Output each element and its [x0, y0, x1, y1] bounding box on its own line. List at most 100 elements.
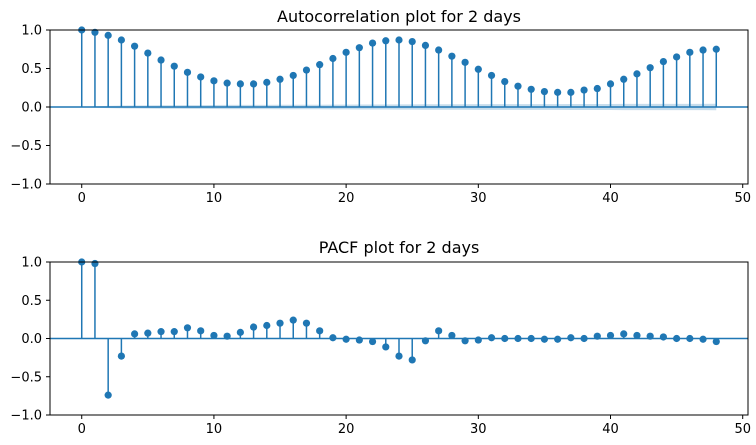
- acf-x-tick-label: 40: [602, 191, 619, 206]
- pacf-marker: [620, 330, 628, 338]
- pacf-marker: [659, 333, 667, 341]
- acf-marker: [673, 53, 681, 61]
- pacf-marker: [131, 330, 139, 338]
- pacf-marker: [223, 332, 231, 340]
- acf-marker: [633, 70, 641, 78]
- pacf-marker: [580, 334, 588, 343]
- pacf-marker: [474, 336, 482, 344]
- acf-marker: [170, 62, 178, 70]
- pacf-marker: [673, 334, 681, 343]
- pacf-x-tick-label: 20: [338, 422, 355, 437]
- pacf-marker: [712, 337, 720, 346]
- pacf-title: PACF plot for 2 days: [319, 238, 480, 257]
- pacf-y-tick-label: −0.5: [10, 370, 42, 385]
- acf-marker: [593, 84, 601, 93]
- acf-marker: [435, 46, 443, 54]
- acf-marker: [686, 48, 694, 56]
- acf-marker: [183, 68, 192, 76]
- acf-marker: [606, 80, 615, 88]
- acf-marker: [659, 57, 667, 66]
- acf-marker: [514, 82, 522, 90]
- acf-marker: [210, 77, 218, 85]
- pacf-marker: [540, 335, 549, 343]
- pacf-marker: [606, 331, 615, 340]
- pacf-panel: PACF plot for 2 days 0 10 20 30 40 50 −1.0 −0.5…: [10, 238, 751, 437]
- pacf-marker: [421, 337, 430, 345]
- pacf-marker: [514, 334, 522, 343]
- acf-marker: [421, 41, 430, 50]
- acf-marker: [91, 28, 99, 36]
- pacf-marker: [368, 337, 377, 346]
- acf-marker: [501, 77, 509, 86]
- pacf-marker: [170, 328, 178, 336]
- acf-marker: [157, 56, 165, 64]
- acf-marker: [117, 36, 125, 44]
- acf-marker: [382, 37, 390, 45]
- acf-x-tick-label: 0: [78, 191, 86, 206]
- pacf-marker: [144, 329, 152, 337]
- acf-marker: [487, 71, 496, 80]
- pacf-x-tick-label: 10: [206, 422, 223, 437]
- pacf-marker: [289, 316, 297, 324]
- acf-y-tick-label: −1.0: [10, 178, 42, 193]
- acf-marker: [131, 42, 139, 50]
- acf-marker: [567, 88, 575, 96]
- acf-marker: [395, 36, 403, 44]
- acf-marker: [302, 66, 311, 74]
- acf-marker: [368, 39, 377, 47]
- pacf-marker: [554, 335, 562, 343]
- pacf-marker: [633, 331, 641, 340]
- pacf-marker: [699, 335, 707, 343]
- pacf-marker: [686, 334, 694, 343]
- pacf-marker: [355, 336, 363, 344]
- acf-marker: [527, 85, 535, 93]
- pacf-y-tick-label: −1.0: [10, 409, 42, 424]
- pacf-y-tick-label: 0.5: [21, 294, 42, 309]
- acf-marker: [461, 58, 469, 66]
- pacf-marker: [263, 321, 271, 330]
- acf-marker: [474, 65, 482, 73]
- acf-marker: [580, 86, 588, 94]
- acf-marker: [620, 75, 628, 83]
- acf-marker: [646, 64, 654, 72]
- acf-x-tick-label: 50: [734, 191, 751, 206]
- pacf-x-tick-label: 0: [78, 422, 86, 437]
- pacf-marker: [210, 331, 218, 340]
- acf-y-tick-label: 1.0: [21, 24, 42, 39]
- pacf-marker: [567, 334, 575, 342]
- acf-marker: [540, 88, 549, 96]
- pacf-x-tick-label: 50: [734, 422, 751, 437]
- pacf-marker: [249, 323, 258, 331]
- acf-x-tick-label: 30: [470, 191, 487, 206]
- acf-marker: [104, 31, 112, 39]
- pacf-marker: [117, 352, 125, 360]
- pacf-marker: [448, 331, 456, 340]
- pacf-marker: [236, 328, 244, 336]
- acf-marker: [197, 73, 205, 81]
- acf-marker: [699, 46, 707, 54]
- pacf-x-tick-label: 30: [470, 422, 487, 437]
- pacf-marker: [435, 327, 443, 335]
- acf-marker: [329, 54, 337, 63]
- acf-y-tick-label: −0.5: [10, 139, 42, 154]
- acf-marker: [276, 75, 284, 83]
- acf-panel: Autocorrelation plot for 2 days 0 10 20 30 4…: [10, 7, 751, 206]
- acf-marker: [223, 79, 231, 87]
- pacf-marker: [342, 335, 350, 343]
- pacf-marker: [395, 352, 403, 360]
- acf-marker: [289, 71, 297, 80]
- pacf-marker: [329, 334, 337, 342]
- pacf-x-tick-label: 40: [602, 422, 619, 437]
- acf-marker: [144, 49, 152, 57]
- pacf-marker: [183, 324, 192, 332]
- pacf-marker: [276, 319, 284, 327]
- pacf-marker: [197, 327, 205, 335]
- acf-title: Autocorrelation plot for 2 days: [277, 7, 521, 26]
- acf-marker: [316, 61, 324, 69]
- acf-x-tick-label: 20: [338, 191, 355, 206]
- pacf-marker: [501, 334, 509, 343]
- acf-marker: [249, 80, 258, 88]
- acf-marker: [236, 80, 244, 88]
